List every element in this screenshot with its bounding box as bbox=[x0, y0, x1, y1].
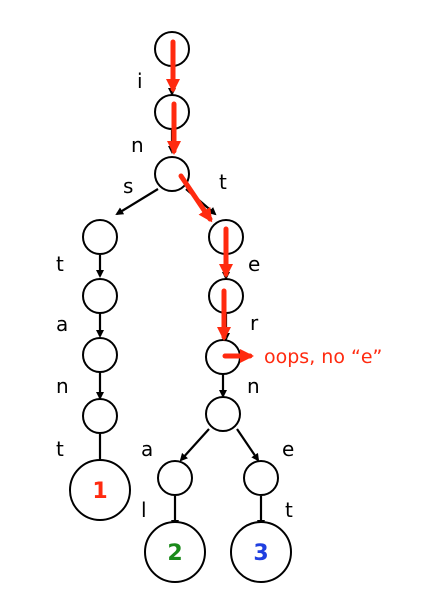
node-intern bbox=[205, 396, 241, 432]
leaf-node-2 bbox=[144, 521, 206, 583]
search-path bbox=[166, 39, 254, 363]
edge-label-t-left-leaf: t bbox=[56, 437, 64, 461]
edge-label-n-left: n bbox=[56, 374, 69, 398]
node-insta bbox=[82, 337, 118, 373]
edge-label-e: e bbox=[248, 252, 260, 276]
edge-label-t-right-leaf: t bbox=[285, 498, 293, 522]
leaf-label-3: 3 bbox=[253, 541, 268, 566]
leaf-label-2: 2 bbox=[167, 541, 182, 566]
edge-label-n: n bbox=[131, 133, 144, 157]
node-interna bbox=[157, 460, 193, 496]
node-ins bbox=[82, 219, 118, 255]
edge-label-s: s bbox=[123, 174, 133, 198]
search-arrow-3 bbox=[178, 173, 213, 223]
oops-annotation: oops, no “e” bbox=[264, 346, 382, 368]
node-interne bbox=[243, 460, 279, 496]
edge-label-t-left: t bbox=[56, 252, 64, 276]
leaf-label-1: 1 bbox=[92, 479, 107, 504]
edge-n-e bbox=[236, 428, 260, 462]
edge-n-s bbox=[115, 188, 159, 216]
edge-label-t-right: t bbox=[219, 170, 227, 194]
edge-label-n-right: n bbox=[247, 374, 260, 398]
edge-label-r: r bbox=[250, 311, 259, 335]
leaf-node-3 bbox=[230, 521, 292, 583]
edge-label-a-right: a bbox=[141, 437, 153, 461]
edge-label-i: i bbox=[137, 69, 143, 93]
edge-label-l: l bbox=[141, 498, 147, 522]
node-in bbox=[154, 156, 190, 192]
leaf-node-1 bbox=[69, 459, 131, 521]
node-instan bbox=[82, 398, 118, 434]
edge-n-a bbox=[179, 428, 210, 462]
node-inst bbox=[82, 278, 118, 314]
edge-label-a-left: a bbox=[56, 312, 68, 336]
edge-label-e-right: e bbox=[282, 437, 294, 461]
